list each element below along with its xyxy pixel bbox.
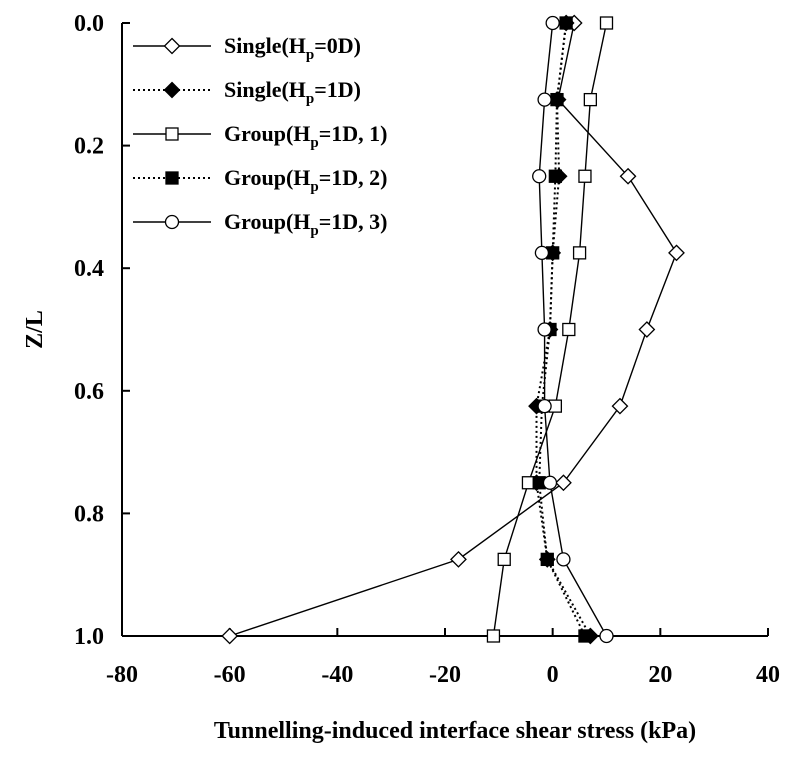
data-point (450, 550, 467, 568)
data-point (497, 552, 511, 567)
data-point (534, 245, 550, 261)
data-point (542, 475, 558, 490)
data-point (545, 15, 560, 31)
data-point (619, 167, 637, 185)
legend-marker (163, 37, 181, 55)
legend-entry: Group(Hp=1D, 1) (224, 121, 387, 151)
data-point (486, 629, 501, 643)
legend-marker (165, 127, 179, 141)
series-5 (532, 15, 614, 644)
data-point (532, 169, 547, 184)
x-tick-label: 40 (756, 662, 780, 688)
legend-marker (165, 171, 179, 185)
x-tick-label: 20 (648, 662, 672, 688)
legend-entry: Group(Hp=1D, 3) (224, 209, 387, 239)
data-point (537, 92, 552, 107)
data-point (540, 552, 554, 567)
data-point (638, 321, 656, 338)
series-line (229, 22, 678, 637)
plot-series (221, 14, 685, 645)
data-point (537, 398, 552, 414)
data-point (578, 629, 592, 643)
y-axis-title: Z/L (22, 310, 48, 349)
data-point (611, 397, 629, 415)
legend: Single(Hp=0D) Single(Hp=1D) Group(Hp=1D, 1… (133, 33, 387, 239)
legend-entry: Single(Hp=1D) (224, 77, 361, 107)
x-axis-title: Tunnelling-induced interface shear stres… (214, 718, 696, 744)
x-tick-label: -60 (214, 662, 246, 688)
data-point (537, 322, 552, 337)
y-tick-label: 1.0 (74, 624, 104, 650)
data-point (550, 92, 564, 107)
data-point (599, 16, 614, 30)
data-point (556, 552, 571, 567)
legend-marker (163, 81, 181, 99)
series-3 (486, 16, 614, 643)
data-point (221, 627, 239, 645)
legend-marker (164, 214, 180, 230)
y-tick-label: 0.0 (74, 11, 104, 37)
data-point (599, 628, 614, 644)
legend-entry: Group(Hp=1D, 2) (224, 165, 387, 195)
data-point (555, 474, 572, 492)
y-tick-label: 0.8 (74, 501, 104, 527)
data-point (548, 169, 563, 183)
y-tick-label: 0.4 (74, 256, 104, 282)
data-point (559, 16, 573, 30)
x-tick-label: -40 (321, 662, 353, 688)
y-tick-label: 0.6 (74, 379, 104, 405)
data-point (572, 246, 587, 260)
legend-entry: Single(Hp=0D) (224, 33, 361, 63)
data-point (583, 92, 597, 107)
data-point (578, 169, 592, 183)
x-tick-label: -80 (106, 662, 138, 688)
data-point (562, 322, 576, 337)
x-tick-label: 0 (547, 662, 559, 688)
x-tick-label: -20 (429, 662, 461, 688)
series-1 (221, 14, 685, 645)
y-tick-label: 0.2 (74, 134, 104, 160)
data-point (668, 244, 685, 262)
axes: -80 -60 -40 -20 0 20 40 0.0 0.2 0.4 0.6 0.8 1.0 (74, 11, 780, 688)
